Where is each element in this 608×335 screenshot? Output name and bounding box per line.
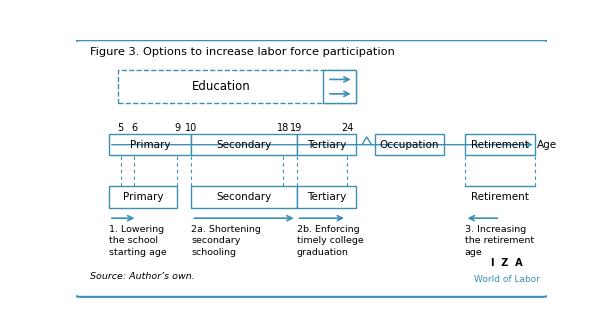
Bar — [375, 134, 444, 155]
Text: Primary: Primary — [123, 192, 164, 202]
Text: 5: 5 — [117, 123, 124, 133]
Bar — [297, 134, 356, 155]
Text: Tertiary: Tertiary — [307, 140, 346, 150]
Text: Secondary: Secondary — [216, 192, 272, 202]
Text: 2a. Shortening
secondary
schooling: 2a. Shortening secondary schooling — [192, 225, 261, 257]
Text: 2b. Enforcing
timely college
graduation: 2b. Enforcing timely college graduation — [297, 225, 363, 257]
Bar — [119, 70, 356, 104]
Text: 1. Lowering
the school
starting age: 1. Lowering the school starting age — [109, 225, 167, 257]
Bar — [297, 186, 356, 208]
Bar — [323, 70, 356, 104]
Bar — [109, 186, 178, 208]
FancyBboxPatch shape — [74, 40, 550, 297]
Text: 9: 9 — [174, 123, 181, 133]
Text: Occupation: Occupation — [379, 140, 439, 150]
Bar — [465, 134, 536, 155]
Bar — [192, 186, 297, 208]
Text: 10: 10 — [185, 123, 198, 133]
Text: World of Labor: World of Labor — [474, 275, 540, 284]
Text: Secondary: Secondary — [216, 140, 272, 150]
Text: 3. Increasing
the retirement
age: 3. Increasing the retirement age — [465, 225, 534, 257]
Text: Figure 3. Options to increase labor force participation: Figure 3. Options to increase labor forc… — [90, 47, 395, 57]
Bar — [109, 134, 192, 155]
Text: 6: 6 — [131, 123, 137, 133]
Text: Source: Author’s own.: Source: Author’s own. — [90, 272, 195, 281]
Text: Retirement: Retirement — [471, 140, 529, 150]
Text: Primary: Primary — [130, 140, 170, 150]
Text: 18: 18 — [277, 123, 289, 133]
Text: Retirement: Retirement — [471, 192, 529, 202]
Text: 19: 19 — [291, 123, 303, 133]
Text: 24: 24 — [340, 123, 353, 133]
Bar — [192, 134, 297, 155]
Text: I  Z  A: I Z A — [491, 259, 523, 268]
Text: Education: Education — [192, 80, 250, 93]
Text: Age: Age — [537, 140, 557, 150]
Text: Tertiary: Tertiary — [307, 192, 346, 202]
